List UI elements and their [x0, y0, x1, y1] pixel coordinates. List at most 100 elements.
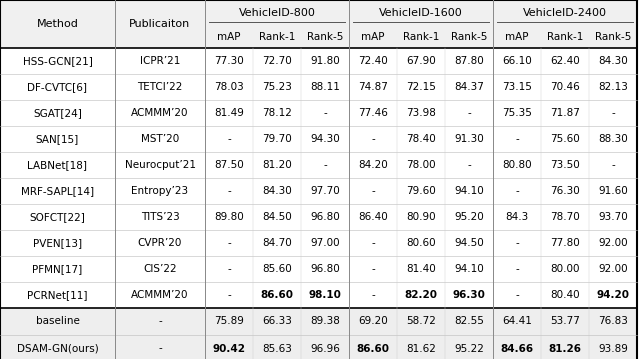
Text: 98.10: 98.10 — [308, 290, 341, 300]
Text: 76.83: 76.83 — [598, 317, 628, 326]
Text: SOFCT[22]: SOFCT[22] — [29, 212, 85, 222]
Bar — [0, 204, 637, 230]
Text: Method: Method — [36, 19, 79, 29]
Text: 82.13: 82.13 — [598, 82, 628, 92]
Text: 72.70: 72.70 — [262, 56, 292, 66]
Text: Rank-1: Rank-1 — [547, 32, 583, 42]
Text: 86.60: 86.60 — [356, 344, 390, 354]
Text: -: - — [611, 160, 615, 170]
Bar — [0, 230, 637, 256]
Text: -: - — [515, 290, 519, 300]
Text: -: - — [158, 317, 162, 326]
Text: 82.20: 82.20 — [404, 290, 438, 300]
Text: -: - — [323, 108, 327, 118]
Text: 77.46: 77.46 — [358, 108, 388, 118]
Bar — [0, 48, 637, 74]
Text: 84.50: 84.50 — [262, 212, 292, 222]
Text: 75.23: 75.23 — [262, 82, 292, 92]
Text: 80.60: 80.60 — [406, 238, 436, 248]
Text: VehicleID-800: VehicleID-800 — [239, 8, 316, 18]
Text: CVPR’20: CVPR’20 — [138, 238, 182, 248]
Text: 78.40: 78.40 — [406, 134, 436, 144]
Bar — [0, 0, 637, 26]
Text: -: - — [467, 160, 471, 170]
Text: HSS-GCN[21]: HSS-GCN[21] — [22, 56, 92, 66]
Text: 92.00: 92.00 — [598, 238, 628, 248]
Text: 66.33: 66.33 — [262, 317, 292, 326]
Text: 88.11: 88.11 — [310, 82, 340, 92]
Text: -: - — [515, 186, 519, 196]
Bar — [0, 74, 637, 100]
Text: TETCI’22: TETCI’22 — [138, 82, 182, 92]
Text: 84.30: 84.30 — [598, 56, 628, 66]
Text: 58.72: 58.72 — [406, 317, 436, 326]
Text: 77.80: 77.80 — [550, 238, 580, 248]
Text: 94.10: 94.10 — [454, 264, 484, 274]
Text: 94.30: 94.30 — [310, 134, 340, 144]
Text: 70.46: 70.46 — [550, 82, 580, 92]
Text: -: - — [371, 264, 375, 274]
Text: -: - — [323, 160, 327, 170]
Bar — [0, 308, 637, 335]
Text: 90.42: 90.42 — [212, 344, 246, 354]
Text: SGAT[24]: SGAT[24] — [33, 108, 82, 118]
Text: ACMMM’20: ACMMM’20 — [131, 108, 189, 118]
Text: 82.55: 82.55 — [454, 317, 484, 326]
Bar — [0, 178, 637, 204]
Text: 78.12: 78.12 — [262, 108, 292, 118]
Bar — [0, 126, 637, 152]
Bar — [0, 26, 637, 48]
Text: LABNet[18]: LABNet[18] — [28, 160, 88, 170]
Text: 84.66: 84.66 — [500, 344, 534, 354]
Text: 91.80: 91.80 — [310, 56, 340, 66]
Text: PFMN[17]: PFMN[17] — [33, 264, 83, 274]
Text: Rank-1: Rank-1 — [403, 32, 439, 42]
Text: -: - — [227, 134, 231, 144]
Text: 62.40: 62.40 — [550, 56, 580, 66]
Bar — [0, 335, 637, 359]
Text: -: - — [515, 134, 519, 144]
Text: 91.60: 91.60 — [598, 186, 628, 196]
Text: 88.30: 88.30 — [598, 134, 628, 144]
Text: MST’20: MST’20 — [141, 134, 179, 144]
Text: 84.3: 84.3 — [506, 212, 529, 222]
Text: 80.00: 80.00 — [550, 264, 580, 274]
Text: 95.20: 95.20 — [454, 212, 484, 222]
Text: -: - — [371, 134, 375, 144]
Text: 79.70: 79.70 — [262, 134, 292, 144]
Text: Entropy’23: Entropy’23 — [131, 186, 189, 196]
Text: Publicaiton: Publicaiton — [129, 19, 191, 29]
Text: 76.30: 76.30 — [550, 186, 580, 196]
Bar — [0, 152, 637, 178]
Text: 77.30: 77.30 — [214, 56, 244, 66]
Bar — [0, 282, 637, 308]
Text: Rank-5: Rank-5 — [595, 32, 631, 42]
Text: 75.89: 75.89 — [214, 317, 244, 326]
Text: 75.35: 75.35 — [502, 108, 532, 118]
Bar — [0, 256, 637, 282]
Text: -: - — [227, 238, 231, 248]
Text: 84.30: 84.30 — [262, 186, 292, 196]
Text: 93.89: 93.89 — [598, 344, 628, 354]
Text: 78.70: 78.70 — [550, 212, 580, 222]
Text: DSAM-GN(ours): DSAM-GN(ours) — [17, 344, 99, 354]
Text: CIS’22: CIS’22 — [143, 264, 177, 274]
Text: 96.80: 96.80 — [310, 264, 340, 274]
Text: 81.20: 81.20 — [262, 160, 292, 170]
Text: 81.40: 81.40 — [406, 264, 436, 274]
Text: -: - — [611, 108, 615, 118]
Text: 69.20: 69.20 — [358, 317, 388, 326]
Text: mAP: mAP — [505, 32, 529, 42]
Text: -: - — [371, 290, 375, 300]
Text: ICPR’21: ICPR’21 — [140, 56, 180, 66]
Text: 75.60: 75.60 — [550, 134, 580, 144]
Text: baseline: baseline — [36, 317, 79, 326]
Text: 86.60: 86.60 — [260, 290, 294, 300]
Text: 97.70: 97.70 — [310, 186, 340, 196]
Text: mAP: mAP — [217, 32, 241, 42]
Text: -: - — [515, 264, 519, 274]
Text: 79.60: 79.60 — [406, 186, 436, 196]
Text: 84.70: 84.70 — [262, 238, 292, 248]
Text: 84.20: 84.20 — [358, 160, 388, 170]
Text: Neurocput’21: Neurocput’21 — [125, 160, 195, 170]
